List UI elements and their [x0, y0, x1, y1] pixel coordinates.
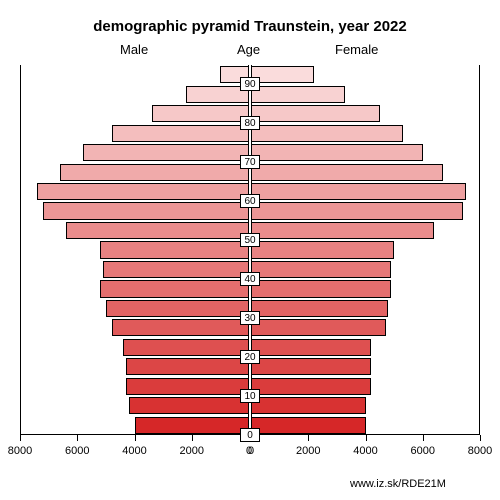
x-tick-label: 8000 [8, 445, 32, 457]
male-bar [106, 300, 249, 317]
age-tick-label: 80 [240, 116, 260, 130]
age-tick-label: 0 [240, 428, 260, 442]
female-bar [251, 417, 366, 434]
male-bar [83, 144, 249, 161]
chart-container: demographic pyramid Traunstein, year 202… [0, 0, 500, 500]
female-bar [251, 144, 423, 161]
male-bar [126, 358, 249, 375]
x-tick [135, 435, 136, 441]
x-tick [308, 435, 309, 441]
chart-title: demographic pyramid Traunstein, year 202… [0, 18, 500, 35]
female-bar [251, 202, 463, 219]
female-label: Female [335, 42, 378, 57]
male-bar [126, 378, 249, 395]
male-bar [37, 183, 249, 200]
male-bar [135, 417, 250, 434]
male-bar [66, 222, 249, 239]
male-bar [100, 280, 249, 297]
age-label: Age [237, 42, 260, 57]
female-bar [251, 319, 386, 336]
age-tick-label: 30 [240, 311, 260, 325]
male-bar [123, 339, 249, 356]
age-tick-label: 20 [240, 350, 260, 364]
plot-area: 80006000400020000 02000400060008000 0102… [20, 65, 480, 435]
female-bar [251, 125, 403, 142]
female-bar [251, 241, 394, 258]
x-tick-label: 6000 [411, 445, 435, 457]
x-tick [366, 435, 367, 441]
age-tick-label: 60 [240, 194, 260, 208]
male-bar [103, 261, 249, 278]
age-tick-label: 90 [240, 77, 260, 91]
male-bar [60, 164, 249, 181]
male-bar [112, 319, 249, 336]
female-panel: 02000400060008000 [251, 65, 480, 435]
female-bar [251, 183, 466, 200]
x-tick [192, 435, 193, 441]
female-bar [251, 300, 388, 317]
x-tick-label: 4000 [122, 445, 146, 457]
male-bar [129, 397, 249, 414]
age-tick-label: 10 [240, 389, 260, 403]
female-bar [251, 397, 366, 414]
female-bar [251, 280, 391, 297]
x-tick-label: 4000 [353, 445, 377, 457]
age-tick-label: 70 [240, 155, 260, 169]
x-tick-label: 2000 [180, 445, 204, 457]
x-tick [77, 435, 78, 441]
male-bar [112, 125, 249, 142]
x-tick [20, 435, 21, 441]
female-bar [251, 339, 371, 356]
x-tick-label: 6000 [65, 445, 89, 457]
male-panel: 80006000400020000 [20, 65, 249, 435]
female-bar [251, 222, 434, 239]
female-bar [251, 164, 443, 181]
age-tick-label: 40 [240, 272, 260, 286]
x-tick-label: 0 [248, 445, 254, 457]
male-bar [43, 202, 249, 219]
x-tick [423, 435, 424, 441]
male-bar [152, 105, 249, 122]
female-bar [251, 105, 380, 122]
x-tick [480, 435, 481, 441]
source-url: www.iz.sk/RDE21M [350, 478, 446, 490]
male-bar [100, 241, 249, 258]
x-tick-label: 2000 [296, 445, 320, 457]
female-bar [251, 261, 391, 278]
female-bar [251, 358, 371, 375]
female-bar [251, 86, 345, 103]
male-label: Male [120, 42, 148, 57]
female-bar [251, 378, 371, 395]
x-tick-label: 8000 [468, 445, 492, 457]
age-tick-label: 50 [240, 233, 260, 247]
female-bar [251, 66, 314, 83]
